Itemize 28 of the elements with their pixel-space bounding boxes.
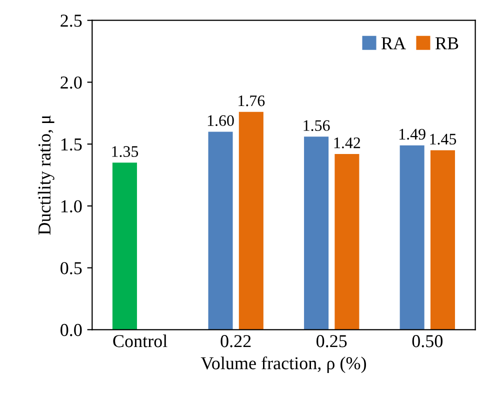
bar: [334, 154, 360, 330]
y-tick-label: 0.0: [60, 324, 82, 336]
bar: [400, 145, 424, 330]
bar: [430, 150, 455, 330]
bar: [238, 112, 264, 330]
data-label: 1.45: [430, 134, 456, 145]
data-label: 1.35: [112, 146, 138, 157]
x-tick-label: 0.50: [412, 335, 443, 348]
data-label: 1.76: [238, 95, 265, 106]
x-tick-label: 0.22: [220, 335, 251, 348]
y-tick-label: 1.0: [61, 200, 82, 212]
data-label: 1.49: [400, 128, 426, 140]
legend-label: RB: [435, 37, 458, 50]
y-tick-label: 2.0: [60, 76, 82, 89]
data-label: 1.42: [334, 138, 360, 148]
bar: [208, 132, 233, 330]
data-label: 1.56: [304, 120, 330, 132]
bar: [112, 162, 137, 330]
legend-label: RA: [382, 37, 406, 50]
y-axis-title: Ductility ratio, μ: [38, 116, 54, 235]
y-tick-label: 2.5: [60, 14, 82, 27]
x-tick-label: Control: [113, 334, 168, 348]
y-tick-label: 0.5: [60, 262, 82, 274]
x-tick-label: 0.25: [316, 335, 347, 348]
bar: [304, 136, 329, 330]
data-label: 1.60: [208, 115, 234, 126]
x-axis-title: Volume fraction, ρ (%): [200, 356, 366, 374]
y-tick-label: 1.5: [61, 138, 82, 151]
